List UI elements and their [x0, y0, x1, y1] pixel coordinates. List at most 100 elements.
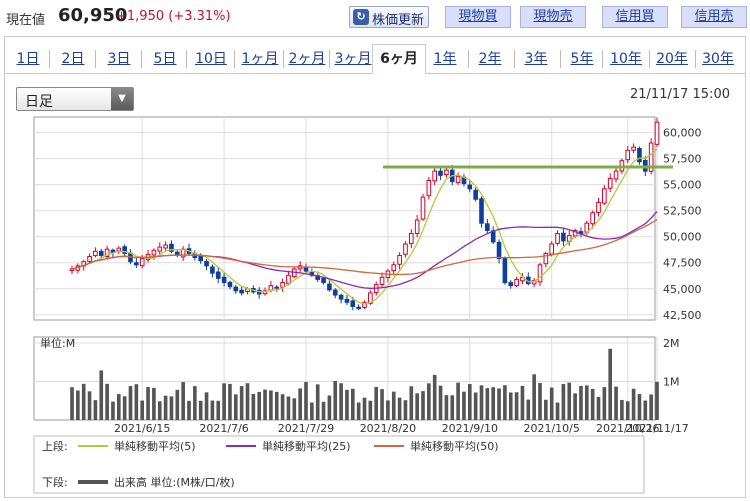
volume-bar	[620, 399, 624, 420]
tab-separator	[695, 50, 696, 68]
tab-2m[interactable]: 2ヶ月	[288, 51, 326, 67]
price-header: 現在値 60,950 +1,950 (+3.31%) ↻ 株価更新 現物買 現物…	[0, 0, 750, 34]
candle	[496, 239, 502, 264]
volume-bar	[169, 396, 174, 420]
tab-1d[interactable]: 1日	[16, 51, 40, 67]
volume-bar	[339, 383, 343, 420]
refresh-price-button[interactable]: ↻ 株価更新	[349, 6, 429, 28]
tab-1y[interactable]: 1年	[433, 51, 457, 67]
volume-bar	[438, 385, 443, 420]
volume-bar	[251, 393, 256, 420]
volume-bar	[257, 391, 262, 420]
candle	[239, 286, 244, 296]
volume-bar	[561, 384, 566, 420]
candle	[233, 284, 239, 294]
volume-bar	[467, 384, 472, 420]
candle	[338, 293, 344, 304]
volume-bar	[602, 387, 607, 420]
ma5-line	[71, 148, 658, 305]
legend-lower-label: 下段:	[42, 475, 68, 489]
tab-3m[interactable]: 3ヶ月	[334, 51, 372, 67]
moving-averages	[71, 148, 658, 305]
volume-bar	[362, 397, 367, 420]
tab-20y[interactable]: 20年	[656, 51, 688, 67]
tab-30y[interactable]: 30年	[702, 51, 734, 67]
volume-axis: 2M 1M	[663, 337, 680, 389]
tab-separator	[49, 50, 50, 68]
volume-bar	[269, 390, 273, 420]
volume-bar	[105, 383, 109, 420]
candle	[485, 218, 490, 235]
candle	[210, 264, 215, 278]
volume-bar	[544, 399, 548, 420]
candle	[403, 240, 408, 258]
volume-bar	[333, 381, 338, 420]
margin-buy-button[interactable]: 信用買	[602, 6, 668, 28]
tab-3y[interactable]: 3年	[524, 51, 548, 67]
tab-6m[interactable]: 6ヶ月	[372, 44, 426, 74]
legend: 上段: 単純移動平均(5) 単純移動平均(25) 単純移動平均(50) 下段: …	[33, 435, 645, 494]
candle	[537, 262, 543, 287]
price-change: +1,950 (+3.31%)	[116, 9, 231, 24]
candle	[379, 272, 385, 288]
volume-bar	[157, 401, 162, 420]
volume-bar	[292, 398, 297, 420]
volume-bar	[555, 402, 560, 420]
date-tick-label: 2021/6/15	[114, 422, 170, 435]
candle	[590, 210, 595, 229]
period-select[interactable]: 日足 ▼	[16, 87, 134, 111]
candle	[104, 245, 110, 260]
cash-buy-button[interactable]: 現物買	[445, 6, 511, 28]
volume-bar	[81, 383, 86, 420]
candle	[625, 146, 631, 164]
candle	[648, 138, 654, 175]
tab-5d[interactable]: 5日	[153, 51, 177, 67]
candle	[221, 272, 227, 287]
volume-bar	[520, 385, 525, 420]
price-tick-label: 52,500	[663, 205, 702, 218]
period-select-value: 日足	[25, 94, 53, 110]
candle	[543, 251, 549, 268]
volume-bar	[450, 395, 455, 420]
date-tick-label: 2021/11/17	[625, 422, 688, 435]
candle	[286, 270, 291, 286]
price-plot-area	[33, 116, 656, 321]
tab-1m[interactable]: 1ヶ月	[241, 51, 279, 67]
legend-upper-label: 上段:	[42, 439, 68, 453]
candle	[204, 258, 209, 271]
volume-bar	[479, 385, 484, 420]
volume-bar	[163, 395, 168, 420]
volume-bar	[409, 386, 414, 420]
volume-bar	[152, 387, 156, 420]
volume-bar	[116, 394, 121, 420]
tab-separator	[468, 50, 469, 68]
tab-2d[interactable]: 2日	[61, 51, 85, 67]
margin-sell-button[interactable]: 信用売	[681, 6, 747, 28]
candle	[397, 252, 402, 270]
tab-10y[interactable]: 10年	[610, 51, 642, 67]
candle	[508, 280, 514, 289]
volume-bar	[181, 382, 185, 420]
candle	[549, 241, 555, 257]
tab-5y[interactable]: 5年	[570, 51, 594, 67]
candle	[654, 117, 660, 148]
volume-bar	[93, 400, 98, 420]
price-axis: 60,000 57,500 55,000 52,500 50,000 47,500 45,0…	[663, 127, 702, 322]
volume-bar	[175, 389, 180, 420]
tab-10d[interactable]: 10日	[195, 51, 227, 67]
chevron-down-icon[interactable]: ▼	[111, 88, 133, 110]
volume-bar	[134, 384, 139, 420]
volume-bar	[128, 386, 133, 420]
volume-bar	[485, 388, 490, 420]
tab-2y[interactable]: 2年	[478, 51, 502, 67]
volume-bar	[549, 387, 554, 420]
volume-bar	[514, 392, 519, 420]
volume-bar	[274, 391, 279, 420]
cash-sell-button[interactable]: 現物売	[520, 6, 586, 28]
tab-3d[interactable]: 3日	[107, 51, 131, 67]
volume-bar	[538, 382, 542, 420]
legend-ma5: 単純移動平均(5)	[114, 439, 196, 453]
price-label: 現在値	[6, 13, 46, 28]
volume-bar	[286, 396, 291, 420]
volume-tick-label: 1M	[663, 376, 680, 389]
